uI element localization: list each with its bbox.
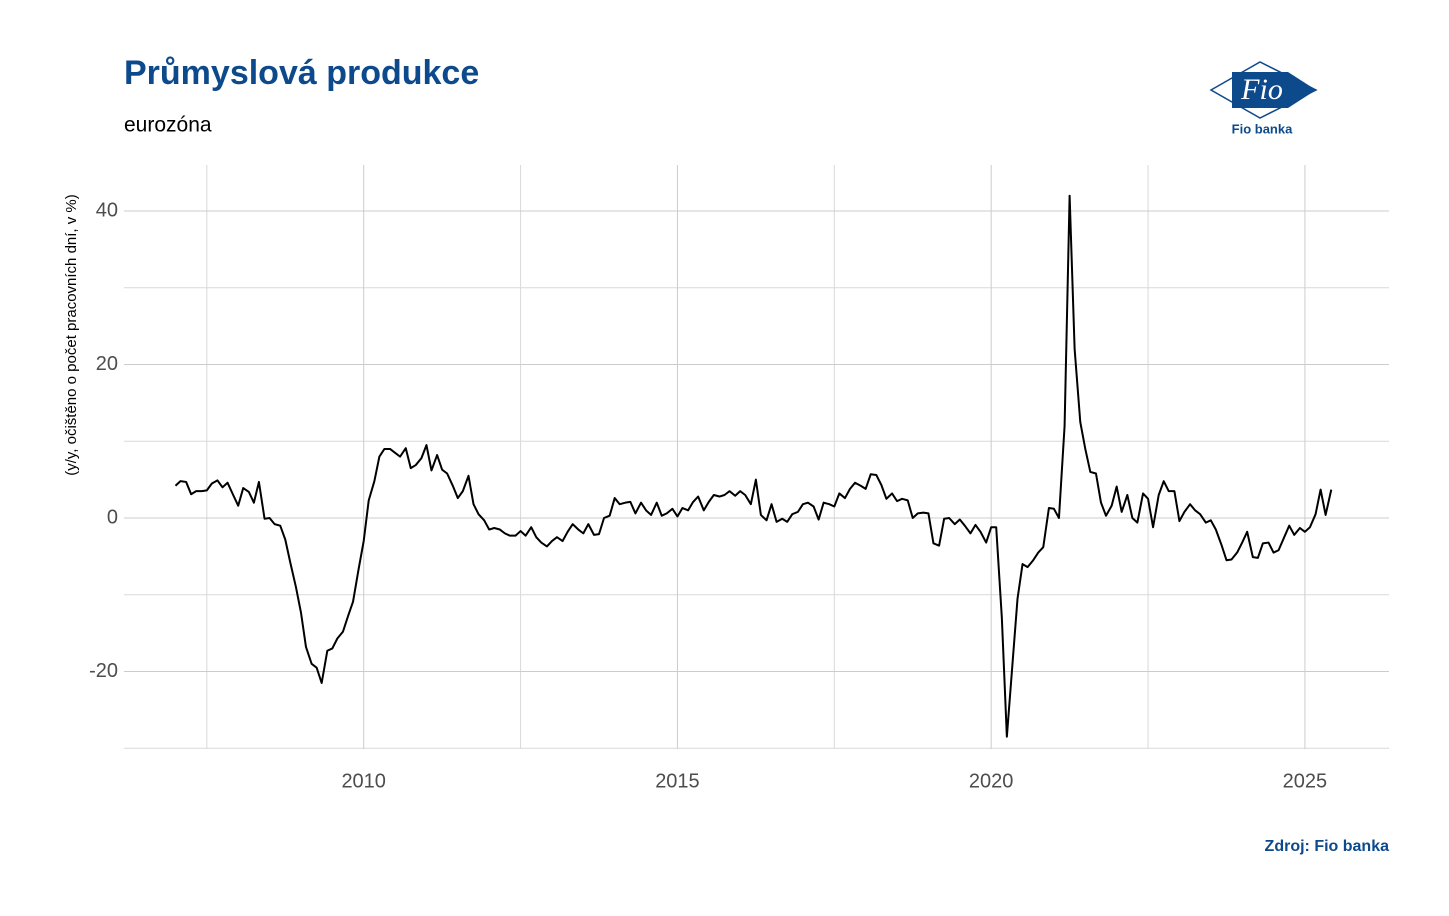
logo-text: Fio (1240, 73, 1283, 106)
logo-caption: Fio banka (1232, 121, 1293, 136)
x-tick-label: 2015 (655, 770, 700, 792)
y-tick-label: 20 (96, 353, 118, 375)
grid (124, 165, 1389, 749)
source: Zdroj: Fio banka (1265, 838, 1390, 855)
x-tick-label: 2010 (341, 770, 386, 792)
x-tick-label: 2020 (969, 770, 1014, 792)
y-tick-label: -20 (89, 660, 118, 682)
y-tick-label: 40 (96, 199, 118, 221)
y-tick-label: 0 (107, 506, 118, 528)
logo: Fio Fio banka (1209, 61, 1318, 136)
chart-title: Průmyslová produkce (124, 54, 479, 92)
logo-shape (1232, 72, 1316, 108)
x-tick-label: 2025 (1283, 770, 1328, 792)
chart-subtitle: eurozóna (124, 114, 212, 137)
data-line (174, 194, 1333, 738)
plot: -20 0 20 40 2010 2015 2020 2025 (89, 194, 1333, 792)
y-axis-label: (y/y, očištěno o počet pracovních dní, v… (63, 194, 80, 476)
